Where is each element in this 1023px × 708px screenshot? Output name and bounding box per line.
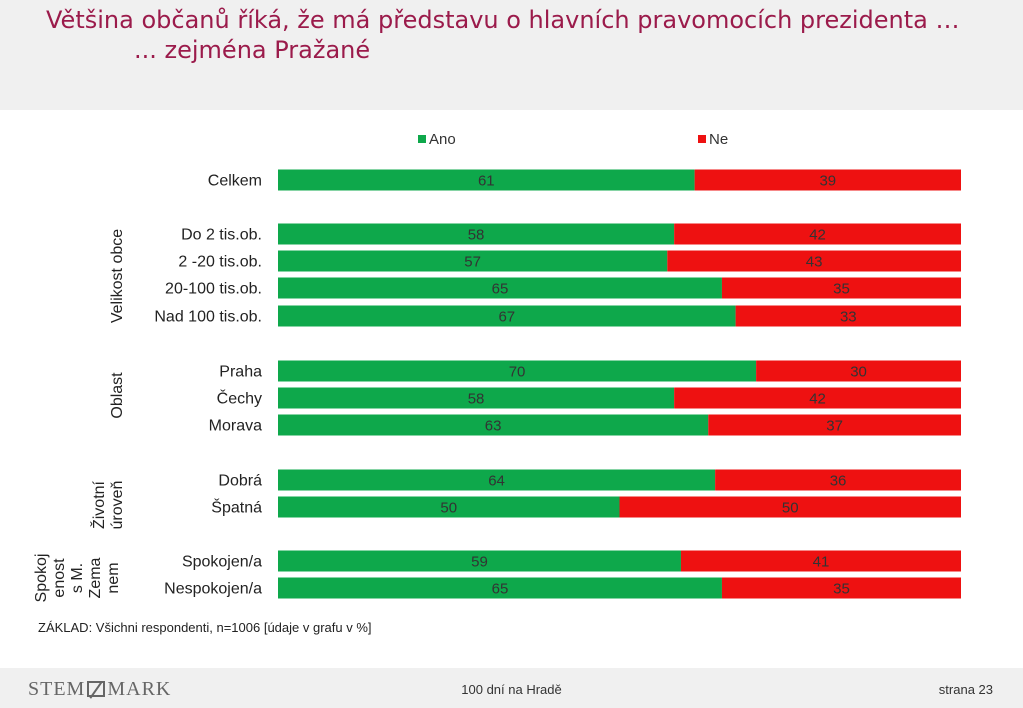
logo-slash-icon (87, 681, 106, 697)
bar-ano-9 (278, 496, 620, 518)
group-label-2-line-0: Oblast (109, 372, 126, 419)
data-label-ne-7: 37 (826, 418, 843, 435)
data-label-ano-10: 59 (471, 554, 488, 571)
bar-ne-11 (721, 577, 961, 599)
bar-ano-7 (278, 414, 709, 436)
page-title-line-1: Většina občanů říká, že má představu o h… (46, 6, 960, 34)
category-label-2: 2 -20 tis.ob. (178, 254, 262, 271)
bar-ano-1 (278, 223, 675, 245)
category-label-5: Praha (219, 364, 262, 381)
bar-ano-6 (278, 387, 675, 409)
bar-ano-2 (278, 250, 668, 272)
group-label-1-line-0: Velikost obce (109, 229, 126, 323)
data-label-ne-11: 35 (833, 581, 850, 598)
data-label-ano-0: 61 (478, 173, 495, 190)
data-label-ano-5: 70 (509, 364, 526, 381)
bar-ne-5 (756, 360, 961, 382)
category-label-6: Čechy (217, 389, 262, 408)
page-title-line-2: ... zejména Pražané (134, 36, 371, 64)
stacked-bar-chart: Ano Ne 61 39 Celkem 58 42 Do 2 tis.ob. 57 43 2 -20… (33, 131, 961, 603)
legend-label-ne: Ne (709, 131, 728, 148)
logo-text-left: STEM (28, 678, 86, 700)
data-label-ne-1: 42 (809, 227, 826, 244)
group-label-3-line-0: Životní (89, 480, 108, 529)
category-label-10: Spokojen/a (182, 554, 262, 571)
bar-ano-5 (278, 360, 757, 382)
data-label-ano-8: 64 (488, 473, 505, 490)
bar-ne-2 (667, 250, 961, 272)
bar-ne-10 (680, 550, 961, 572)
bar-ano-8 (278, 469, 716, 491)
category-label-4: Nad 100 tis.ob. (154, 309, 262, 326)
bar-ne-3 (721, 277, 961, 299)
legend-swatch-ne (698, 135, 706, 143)
logo-text-right: MARK (107, 678, 172, 700)
data-label-ano-6: 58 (468, 391, 485, 408)
data-label-ano-4: 67 (498, 309, 515, 326)
data-label-ano-9: 50 (440, 500, 457, 517)
data-label-ano-11: 65 (492, 581, 509, 598)
bar-ne-4 (735, 305, 961, 327)
data-label-ne-3: 35 (833, 281, 850, 298)
bar-ano-3 (278, 277, 722, 299)
group-label-3-line-1: úroveň (109, 481, 126, 530)
category-label-8: Dobrá (218, 473, 262, 490)
data-label-ano-1: 58 (468, 227, 485, 244)
data-label-ne-5: 30 (850, 364, 867, 381)
category-label-9: Špatná (211, 498, 262, 517)
group-label-4-line-1: enost (51, 558, 68, 598)
bar-ne-8 (715, 469, 961, 491)
stem-mark-logo: STEM MARK (28, 678, 171, 701)
bar-ne-0 (694, 169, 961, 191)
data-label-ne-6: 42 (809, 391, 826, 408)
data-label-ano-3: 65 (492, 281, 509, 298)
data-label-ne-4: 33 (840, 309, 857, 326)
category-label-0: Celkem (208, 173, 262, 190)
bar-ano-0 (278, 169, 695, 191)
data-label-ne-0: 39 (819, 173, 836, 190)
data-label-ne-2: 43 (806, 254, 823, 271)
category-label-11: Nespokojen/a (164, 581, 262, 598)
category-label-7: Morava (209, 418, 262, 435)
data-label-ne-9: 50 (782, 500, 799, 517)
group-label-4-line-3: Zema (87, 557, 104, 598)
legend-swatch-ano (418, 135, 426, 143)
bar-ne-9 (619, 496, 961, 518)
legend-label-ano: Ano (429, 131, 456, 148)
bar-ano-10 (278, 550, 681, 572)
data-label-ano-7: 63 (485, 418, 502, 435)
footer-presentation-title: 100 dní na Hradě (461, 682, 562, 697)
data-label-ano-2: 57 (464, 254, 481, 271)
data-label-ne-10: 41 (813, 554, 830, 571)
group-label-4-line-2: s M. (69, 563, 86, 593)
bar-ano-4 (278, 305, 736, 327)
group-label-4-line-0: Spokoj (33, 554, 50, 603)
footer-page-number: strana 23 (938, 682, 993, 697)
category-label-3: 20-100 tis.ob. (165, 281, 262, 298)
bar-ano-11 (278, 577, 722, 599)
group-label-4-line-4: nem (105, 562, 122, 593)
category-label-1: Do 2 tis.ob. (181, 227, 262, 244)
base-note: ZÁKLAD: Všichni respondenti, n=1006 [úda… (38, 620, 372, 635)
data-label-ne-8: 36 (830, 473, 847, 490)
bar-ne-7 (708, 414, 961, 436)
header-band: Většina občanů říká, že má představu o h… (0, 0, 1023, 110)
bar-ne-1 (674, 223, 961, 245)
footer: STEM MARK 100 dní na Hradě strana 23 (0, 668, 1023, 708)
bar-ne-6 (674, 387, 961, 409)
